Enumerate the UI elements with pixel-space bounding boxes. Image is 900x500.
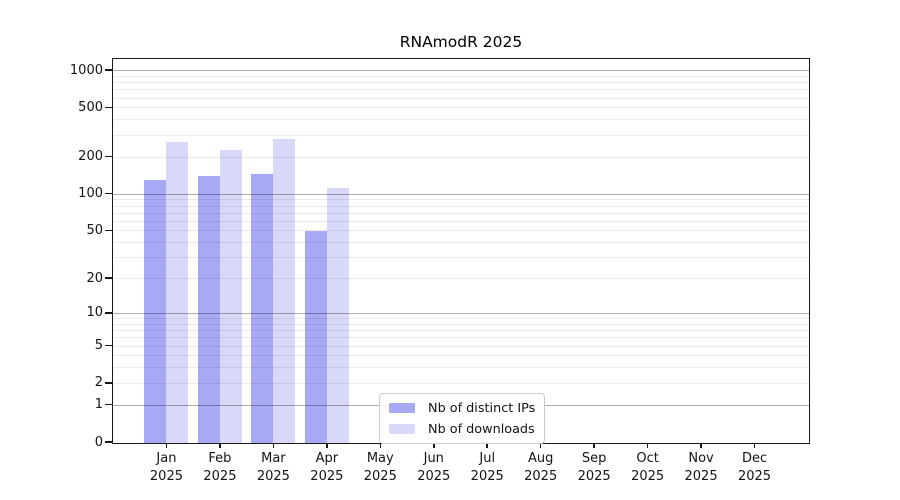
x-tick-label-month: Feb (208, 451, 232, 466)
y-tick-label-200: 200 (78, 149, 103, 165)
x-tick-label-year: 2025 (256, 468, 290, 484)
x-tick-label-year: 2025 (577, 468, 611, 484)
x-tick-label-mar: Mar 2025 (257, 450, 290, 485)
y-tick-mark-500 (105, 106, 112, 109)
x-tick-label-month: Nov (688, 451, 714, 466)
x-tick-label-apr: Apr 2025 (310, 450, 343, 485)
y-tick-mark-0 (105, 441, 112, 443)
plot-area: 1000 500 200 100 50 20 10 5 2 1 0 Jan 2025 Feb 2025 Mar… (70, 58, 810, 484)
x-tick-label-month: Dec (741, 451, 768, 466)
bar-downloads-jan (166, 141, 189, 443)
chart-title: RNAmodR 2025 (399, 33, 523, 51)
x-tick-label-dec: Dec 2025 (738, 450, 771, 485)
x-tick-label-year: 2025 (684, 468, 718, 484)
y-tick-mark-50 (105, 229, 112, 232)
y-tick-label-10: 10 (86, 305, 103, 321)
y-tick-label-2: 2 (94, 375, 103, 391)
legend-swatch-icon (389, 424, 415, 434)
x-tick-label-year: 2025 (737, 468, 772, 484)
x-tick-mark-jul (486, 444, 488, 448)
x-tick-label-year: 2025 (417, 468, 451, 484)
x-tick-mark-jan (165, 444, 168, 448)
x-tick-label-month: Jan (156, 451, 177, 466)
x-tick-label-month: Jul (479, 451, 496, 466)
minor-gridline-900 (113, 75, 809, 77)
y-tick-mark-5 (105, 344, 112, 347)
x-tick-label-month: Apr (315, 451, 339, 466)
y-tick-label-50: 50 (86, 222, 103, 238)
x-tick-label-year: 2025 (363, 468, 397, 484)
x-tick-label-month: Oct (636, 451, 659, 466)
minor-gridline-400 (113, 119, 809, 121)
bar-distinct-ips-apr (304, 231, 327, 443)
minor-gridline-700 (113, 89, 809, 91)
legend-label: Nb of downloads (428, 421, 535, 437)
x-tick-label-year: 2025 (310, 468, 344, 484)
minor-gridline-200 (113, 156, 809, 158)
y-tick-mark-200 (105, 155, 112, 158)
y-tick-label-5: 5 (94, 338, 103, 354)
x-tick-mark-oct (646, 444, 649, 448)
x-tick-label-year: 2025 (470, 468, 504, 484)
y-tick-mark-1 (105, 403, 112, 406)
x-tick-label-may: May 2025 (364, 450, 397, 485)
major-gridline-1000 (113, 70, 809, 72)
x-tick-label-month: Sep (581, 451, 607, 466)
y-tick-label-500: 500 (78, 99, 103, 115)
legend-item: Nb of downloads (389, 420, 535, 438)
x-tick-mark-may (379, 444, 382, 448)
y-tick-label-100: 100 (78, 186, 103, 202)
x-tick-label-sep: Sep 2025 (578, 450, 611, 485)
x-tick-mark-sep (593, 444, 595, 448)
y-tick-mark-20 (105, 277, 112, 279)
x-tick-label-year: 2025 (524, 468, 558, 484)
legend-label: Nb of distinct IPs (428, 400, 536, 416)
x-tick-label-jul: Jul 2025 (471, 450, 504, 485)
x-tick-label-month: Aug (527, 451, 554, 466)
x-tick-mark-dec (753, 444, 756, 448)
x-tick-label-oct: Oct 2025 (631, 450, 664, 485)
x-tick-mark-feb (219, 444, 221, 448)
minor-gridline-300 (113, 134, 809, 136)
x-tick-label-year: 2025 (631, 468, 665, 484)
bar-downloads-feb (219, 150, 242, 443)
y-tick-label-1000: 1000 (69, 62, 103, 78)
x-tick-label-jun: Jun 2025 (417, 450, 450, 485)
bar-downloads-apr (326, 187, 349, 443)
x-tick-label-month: May (366, 451, 394, 466)
y-tick-label-1: 1 (94, 397, 103, 413)
y-tick-mark-1000 (105, 69, 112, 71)
x-tick-label-year: 2025 (203, 468, 237, 484)
x-tick-label-aug: Aug 2025 (524, 450, 557, 485)
bar-distinct-ips-jan (144, 179, 167, 443)
x-tick-label-jan: Jan 2025 (150, 450, 183, 485)
bar-distinct-ips-feb (197, 175, 220, 443)
y-tick-mark-2 (105, 382, 112, 384)
x-tick-mark-mar (272, 444, 275, 448)
x-tick-mark-jun (433, 444, 435, 448)
x-tick-label-nov: Nov 2025 (685, 450, 718, 485)
minor-gridline-600 (113, 97, 809, 99)
x-tick-mark-apr (326, 444, 328, 448)
legend-swatch-icon (389, 403, 415, 413)
y-tick-mark-10 (105, 312, 112, 314)
legend: Nb of distinct IPs Nb of downloads (379, 393, 546, 444)
y-tick-label-20: 20 (86, 270, 103, 286)
legend-item: Nb of distinct IPs (389, 399, 535, 417)
x-tick-label-year: 2025 (149, 468, 183, 484)
bar-downloads-mar (273, 138, 296, 443)
x-tick-mark-aug (539, 444, 542, 448)
minor-gridline-500 (113, 107, 809, 109)
x-tick-label-feb: Feb 2025 (203, 450, 236, 485)
x-tick-label-month: Jun (423, 451, 444, 466)
x-tick-label-month: Mar (261, 451, 286, 466)
x-tick-mark-nov (700, 444, 702, 448)
y-tick-label-0: 0 (94, 434, 103, 450)
y-tick-mark-100 (105, 192, 112, 195)
minor-gridline-800 (113, 82, 809, 84)
bar-distinct-ips-mar (251, 173, 274, 443)
